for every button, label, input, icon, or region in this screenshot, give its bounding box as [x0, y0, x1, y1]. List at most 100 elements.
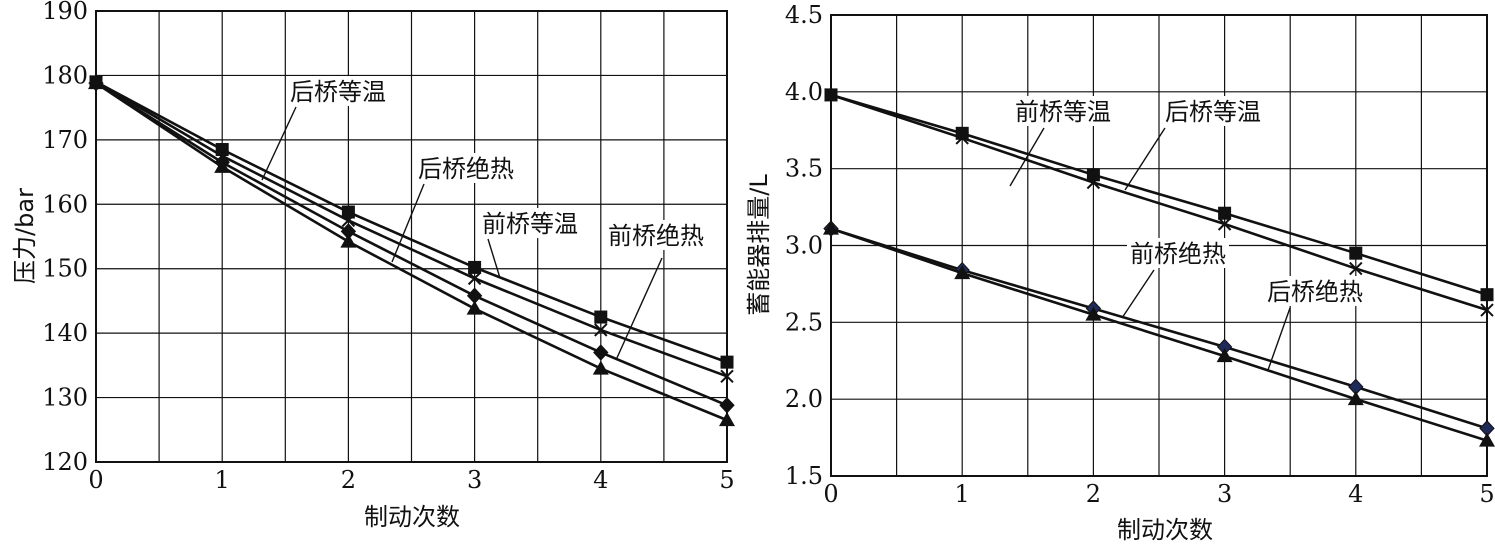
- data-point-triangle: [823, 220, 839, 235]
- series-line-x: [830, 93, 1488, 312]
- data-point-diamond: [593, 344, 609, 361]
- x-tick-label: 2: [1086, 480, 1101, 508]
- data-point-x: [1086, 175, 1101, 190]
- data-point-x: [955, 131, 969, 145]
- x-tick-label: 3: [467, 466, 482, 494]
- x-tick-label: 3: [1217, 480, 1232, 508]
- data-point-x: [1480, 303, 1494, 317]
- series-annotation-label: 前桥绝热: [608, 222, 704, 250]
- data-point-square: [1218, 206, 1232, 220]
- annotation-leader-line: [487, 238, 501, 279]
- annotation-background: [1162, 96, 1264, 126]
- data-point-x: [341, 213, 356, 228]
- x-tick-label: 1: [955, 480, 970, 508]
- series-annotation-label: 前桥等温: [1015, 98, 1111, 126]
- series-line-triangle: [830, 227, 1488, 442]
- y-tick-label: 140: [42, 319, 88, 347]
- y-tick-label: 190: [42, 0, 88, 25]
- y-tick-label: 4.0: [785, 78, 823, 106]
- series-annotation-label: 后桥等温: [290, 78, 386, 106]
- data-point-x: [824, 88, 838, 102]
- annotation-background: [479, 208, 581, 238]
- data-point-square: [1480, 288, 1494, 302]
- x-tick-label: 5: [719, 466, 734, 494]
- y-axis-title: 压力/bar: [11, 188, 39, 284]
- x-tick-label: 4: [1348, 480, 1363, 508]
- y-tick-label: 3.5: [785, 155, 823, 183]
- y-tick-label: 4.5: [785, 1, 823, 29]
- x-tick-label: 0: [823, 480, 838, 508]
- data-point-square: [1349, 246, 1363, 260]
- data-point-square: [1086, 168, 1100, 182]
- data-point-x: [467, 271, 482, 286]
- series-line-triangle: [95, 82, 728, 422]
- annotation-leader-line: [261, 106, 297, 181]
- series-line-diamond: [830, 227, 1488, 430]
- data-point-x: [1217, 217, 1232, 231]
- annotation-leader-line: [1124, 127, 1166, 191]
- y-tick-label: 1.5: [785, 462, 823, 490]
- data-point-triangle: [466, 300, 483, 315]
- chart-2: 0 1 2 3 4 5 1.5 2.0 2.5 3.0 3.5 4.0 4.5 制动次数 蓄能器排量/L 前桥…: [745, 1, 1495, 544]
- data-point-triangle: [1479, 432, 1495, 447]
- annotation-background: [287, 76, 389, 106]
- data-point-square: [594, 310, 608, 324]
- annotation-background: [1127, 238, 1229, 268]
- data-point-square: [341, 205, 355, 219]
- data-point-x: [1349, 261, 1363, 276]
- x-tick-label: 0: [88, 466, 103, 494]
- x-axis-title: 制动次数: [1117, 516, 1213, 544]
- series-annotation-label: 后桥绝热: [1267, 278, 1363, 306]
- y-tick-label: 160: [42, 190, 88, 218]
- data-point-triangle: [340, 233, 357, 248]
- annotation-leader-line: [615, 257, 663, 361]
- annotation-leader-line: [1121, 269, 1155, 319]
- series-annotation-label: 前桥绝热: [1130, 240, 1226, 268]
- y-tick-label: 170: [42, 126, 88, 154]
- plot-frame: [95, 10, 728, 463]
- x-tick-label: 5: [1479, 480, 1494, 508]
- data-point-x: [720, 369, 734, 384]
- series-annotation-label: 后桥等温: [1165, 98, 1261, 126]
- data-point-triangle: [214, 158, 231, 173]
- data-point-triangle: [1216, 348, 1233, 363]
- series-annotation-label: 前桥等温: [482, 210, 578, 238]
- chart-1: 0 1 2 3 4 5 120 130 140 150 160 170 180 190 制动次数 压力/bar…: [11, 0, 735, 531]
- annotation-leader-line: [1267, 307, 1291, 371]
- y-axis-title: 蓄能器排量/L: [745, 174, 773, 316]
- data-point-x: [594, 323, 608, 337]
- series-line-x: [95, 80, 728, 378]
- series-line-diamond: [95, 82, 728, 407]
- data-point-triangle: [719, 412, 735, 427]
- annotation-background: [1012, 96, 1114, 126]
- x-tick-label: 2: [341, 466, 356, 494]
- y-tick-label: 150: [42, 255, 88, 283]
- annotation-leader-line: [391, 183, 425, 263]
- annotation-background: [605, 220, 707, 250]
- data-point-square: [720, 355, 734, 369]
- x-tick-label: 4: [593, 466, 608, 494]
- y-tick-label: 2.5: [785, 308, 823, 336]
- annotation-leader-line: [1009, 127, 1045, 187]
- data-point-triangle: [592, 360, 609, 375]
- annotation-background: [415, 153, 517, 183]
- annotation-background: [1264, 276, 1366, 306]
- data-point-triangle: [954, 265, 971, 280]
- data-point-square: [468, 260, 482, 274]
- data-point-triangle: [1347, 391, 1364, 406]
- x-tick-label: 1: [215, 466, 230, 494]
- data-point-triangle: [88, 75, 104, 90]
- data-point-triangle: [1085, 306, 1102, 321]
- y-tick-label: 120: [42, 448, 88, 476]
- series-line-square: [95, 80, 728, 364]
- y-tick-label: 2.0: [785, 385, 823, 413]
- x-axis-title: 制动次数: [364, 503, 460, 531]
- series-line-square: [830, 93, 1488, 296]
- y-tick-label: 180: [42, 61, 88, 89]
- series-annotation-label: 后桥绝热: [418, 155, 514, 183]
- data-point-diamond: [719, 397, 735, 414]
- y-tick-label: 3.0: [785, 232, 823, 260]
- plot-frame: [830, 14, 1488, 477]
